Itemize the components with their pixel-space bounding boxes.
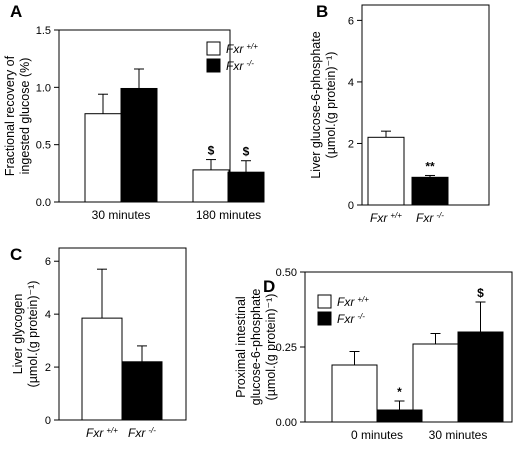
- bar: [81, 317, 123, 421]
- y-axis-label: (µmol.(g protein)⁻¹): [264, 294, 278, 401]
- x-category-label: Fxr -/-: [128, 426, 156, 440]
- y-axis-label: Liver glycogen: [11, 294, 25, 375]
- x-category-label: 180 minutes: [196, 208, 261, 222]
- y-tick-label: 2: [45, 362, 51, 374]
- y-tick-label: 0: [45, 415, 51, 427]
- legend-swatch: [317, 294, 332, 309]
- panel-label: C: [10, 245, 22, 264]
- bar: [412, 343, 459, 423]
- bar: [376, 409, 423, 423]
- y-axis-label: glucose-6-phosphate: [249, 289, 263, 406]
- bar: [121, 361, 163, 421]
- y-tick-label: 1.0: [36, 82, 51, 94]
- y-tick-label: 4: [348, 77, 354, 89]
- bar: [84, 113, 122, 203]
- bar: [192, 169, 230, 203]
- panel-a: A 0.0 0.5 1.0 1.5 Fractional recovery of inges…: [3, 2, 265, 222]
- legend-swatch: [206, 41, 221, 56]
- bar: [411, 176, 449, 206]
- x-category-label: 0 minutes: [351, 428, 403, 442]
- bar: [120, 87, 158, 203]
- y-axis-label: Proximal intestinal: [234, 296, 248, 397]
- panel-c: C 0 2 4 6 Liver glycogen (µmol.(g protein)⁻¹) F…: [10, 245, 187, 440]
- y-axis-label: Liver glucose-6-phosphate: [309, 31, 323, 178]
- y-axis-label: Fractional recovery of: [3, 55, 17, 176]
- y-tick-label: 0.50: [276, 267, 297, 279]
- y-tick-label: 0: [348, 200, 354, 212]
- panel-label: D: [263, 277, 275, 296]
- legend-entry: Fxr -/-: [226, 59, 254, 73]
- y-tick-label: 6: [45, 256, 51, 268]
- bar: [227, 171, 265, 203]
- panel-b: B 0 2 4 6 Liver glucose-6-phosphate (µmol.(g p…: [309, 2, 490, 225]
- panel-d: D 0.00 0.25 0.50 Proximal intestinal glucose-…: [234, 267, 513, 442]
- y-tick-label: 6: [348, 15, 354, 27]
- significance-marker: $: [243, 145, 250, 159]
- legend-entry: Fxr +/+: [337, 295, 369, 309]
- x-category-label: Fxr +/+: [370, 211, 402, 225]
- y-tick-label: 4: [45, 309, 51, 321]
- significance-marker: $: [477, 286, 484, 300]
- significance-marker: **: [425, 159, 435, 173]
- legend-entry: Fxr +/+: [226, 42, 258, 56]
- x-category-label: 30 minutes: [429, 428, 488, 442]
- x-category-label: 30 minutes: [92, 208, 151, 222]
- y-axis-label: (µmol.(g protein)⁻¹): [324, 52, 338, 159]
- y-tick-label: 2: [348, 138, 354, 150]
- bar: [457, 331, 504, 423]
- panel-label: B: [316, 2, 328, 21]
- y-axis-label: ingested glucose (%): [18, 58, 32, 175]
- y-tick-label: 0.0: [36, 197, 51, 209]
- significance-marker: $: [208, 144, 215, 158]
- legend-entry: Fxr -/-: [337, 312, 365, 326]
- legend-swatch: [206, 58, 221, 73]
- y-tick-label: 1.5: [36, 25, 51, 37]
- bar: [331, 364, 378, 423]
- y-tick-label: 0.5: [36, 140, 51, 152]
- legend-swatch: [317, 311, 332, 326]
- x-category-label: Fxr +/+: [86, 426, 118, 440]
- bar: [367, 136, 405, 206]
- panel-label: A: [10, 2, 22, 21]
- y-axis-label: (µmol.(g protein)⁻¹): [26, 281, 40, 388]
- x-category-label: Fxr -/-: [416, 211, 444, 225]
- y-tick-label: 0.25: [276, 342, 297, 354]
- significance-marker: *: [397, 385, 402, 399]
- y-tick-label: 0.00: [276, 417, 297, 429]
